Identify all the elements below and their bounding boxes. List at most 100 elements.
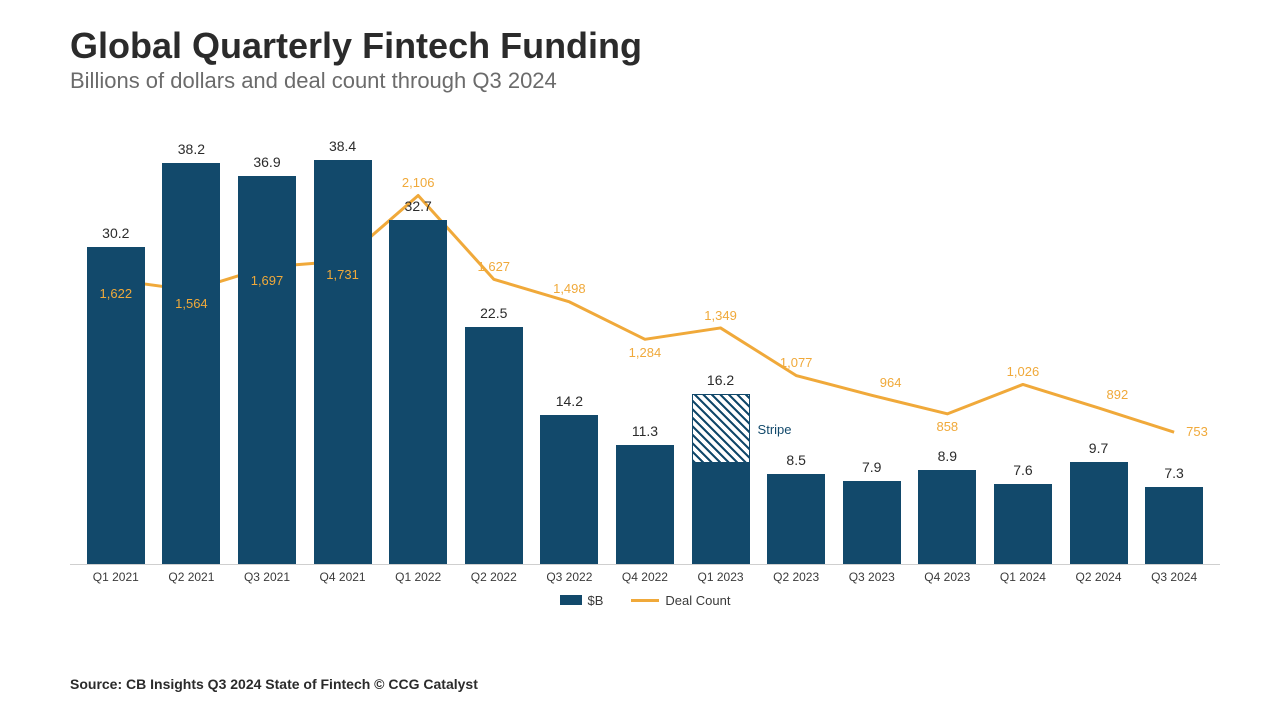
bar-slot: 7.3Q3 2024 xyxy=(1136,144,1212,564)
legend-line-label: Deal Count xyxy=(665,593,730,608)
bar-slot: 8.9Q4 2023 xyxy=(910,144,986,564)
category-label: Q3 2022 xyxy=(546,570,592,584)
bar-overlay-stripe xyxy=(692,394,750,463)
bar-fill xyxy=(767,474,825,563)
bar-slot: 36.9Q3 2021 xyxy=(229,144,305,564)
line-value-label: 964 xyxy=(880,375,902,390)
bar-fill xyxy=(540,415,598,564)
category-label: Q2 2023 xyxy=(773,570,819,584)
line-value-label: 1,697 xyxy=(251,273,284,288)
bar: 14.2 xyxy=(540,415,598,564)
bar-slot: 8.5Q2 2023 xyxy=(758,144,834,564)
stripe-annotation: Stripe xyxy=(758,422,792,437)
bar-fill xyxy=(843,481,901,564)
legend-bar-label: $B xyxy=(588,593,604,608)
bar-value-label: 38.4 xyxy=(314,138,372,154)
line-value-label: 1,284 xyxy=(629,345,662,360)
bar-fill xyxy=(918,470,976,563)
category-label: Q2 2024 xyxy=(1075,570,1121,584)
bar-slot: 38.4Q4 2021 xyxy=(305,144,381,564)
page-root: Global Quarterly Fintech Funding Billion… xyxy=(0,0,1280,720)
category-label: Q3 2023 xyxy=(849,570,895,584)
line-value-label: 892 xyxy=(1107,387,1129,402)
bar-fill xyxy=(238,176,296,563)
chart-subtitle: Billions of dollars and deal count throu… xyxy=(70,68,1220,94)
line-value-label: 1,077 xyxy=(780,355,813,370)
bar-fill xyxy=(1070,462,1128,564)
bar: 7.6 xyxy=(994,484,1052,564)
category-label: Q3 2021 xyxy=(244,570,290,584)
line-value-label: 753 xyxy=(1186,424,1208,439)
bar: 8.5 xyxy=(767,474,825,563)
line-value-label: 1,498 xyxy=(553,281,586,296)
line-value-label: 1,731 xyxy=(326,267,359,282)
bar-fill xyxy=(314,160,372,563)
bar: 9.7 xyxy=(1070,462,1128,564)
category-label: Q1 2023 xyxy=(698,570,744,584)
bar-value-label: 36.9 xyxy=(238,154,296,170)
bar: 22.5 xyxy=(465,327,523,563)
chart-title: Global Quarterly Fintech Funding xyxy=(70,26,1220,66)
bar-fill xyxy=(692,463,750,564)
bar-fill xyxy=(1145,487,1203,564)
line-value-label: 1,564 xyxy=(175,296,208,311)
bar-value-label: 8.9 xyxy=(918,448,976,464)
legend-line: Deal Count xyxy=(631,593,730,608)
bar-slot: 14.2Q3 2022 xyxy=(532,144,608,564)
category-label: Q4 2021 xyxy=(320,570,366,584)
category-label: Q3 2024 xyxy=(1151,570,1197,584)
line-value-label: 1,627 xyxy=(477,259,510,274)
bar-slot: 22.5Q2 2022 xyxy=(456,144,532,564)
line-value-label: 1,026 xyxy=(1007,364,1040,379)
bar-fill xyxy=(616,445,674,564)
bar-value-label: 16.2 xyxy=(692,372,750,388)
bar-fill xyxy=(162,163,220,564)
line-value-label: 1,622 xyxy=(100,286,133,301)
category-label: Q2 2022 xyxy=(471,570,517,584)
bar-value-label: 30.2 xyxy=(87,225,145,241)
bar-value-label: 38.2 xyxy=(162,141,220,157)
bar-value-label: 11.3 xyxy=(616,423,674,439)
bar-slot: 32.7Q1 2022 xyxy=(380,144,456,564)
bar-fill xyxy=(465,327,523,563)
line-value-label: 2,106 xyxy=(402,175,435,190)
bar: 32.7 xyxy=(389,220,447,563)
category-label: Q1 2024 xyxy=(1000,570,1046,584)
bar: 8.9 xyxy=(918,470,976,563)
bar-slot: 30.2Q1 2021 xyxy=(78,144,154,564)
bar-value-label: 22.5 xyxy=(465,305,523,321)
bar-slot: 7.9Q3 2023 xyxy=(834,144,910,564)
category-label: Q2 2021 xyxy=(168,570,214,584)
bar: 7.9 xyxy=(843,481,901,564)
bar-value-label: 9.7 xyxy=(1070,440,1128,456)
bar-fill xyxy=(994,484,1052,564)
legend-bar-swatch xyxy=(560,595,582,605)
bar-value-label: 7.9 xyxy=(843,459,901,475)
legend-line-swatch xyxy=(631,599,659,602)
bar: 7.3 xyxy=(1145,487,1203,564)
category-label: Q1 2022 xyxy=(395,570,441,584)
bar-value-label: 7.3 xyxy=(1145,465,1203,481)
line-value-label: 1,349 xyxy=(704,308,737,323)
legend: $B Deal Count xyxy=(70,593,1220,608)
bar-slot: 38.2Q2 2021 xyxy=(154,144,230,564)
legend-bars: $B xyxy=(560,593,604,608)
bar-slot: 9.7Q2 2024 xyxy=(1061,144,1137,564)
bar: 38.2 xyxy=(162,163,220,564)
bar: 38.4 xyxy=(314,160,372,563)
bar-fill xyxy=(389,220,447,563)
bar-slot: 7.6Q1 2024 xyxy=(985,144,1061,564)
bar: 16.2 xyxy=(692,394,750,564)
bar: 36.9 xyxy=(238,176,296,563)
bar-value-label: 14.2 xyxy=(540,393,598,409)
category-label: Q1 2021 xyxy=(93,570,139,584)
bar-slot: 16.2Q1 2023 xyxy=(683,144,759,564)
category-label: Q4 2022 xyxy=(622,570,668,584)
bar-value-label: 8.5 xyxy=(767,452,825,468)
line-value-label: 858 xyxy=(936,419,958,434)
source-text: Source: CB Insights Q3 2024 State of Fin… xyxy=(70,676,478,692)
bar-value-label: 32.7 xyxy=(389,198,447,214)
bar: 11.3 xyxy=(616,445,674,564)
plot-area: 30.2Q1 202138.2Q2 202136.9Q3 202138.4Q4 … xyxy=(70,144,1220,565)
chart-container: 30.2Q1 202138.2Q2 202136.9Q3 202138.4Q4 … xyxy=(70,144,1220,614)
